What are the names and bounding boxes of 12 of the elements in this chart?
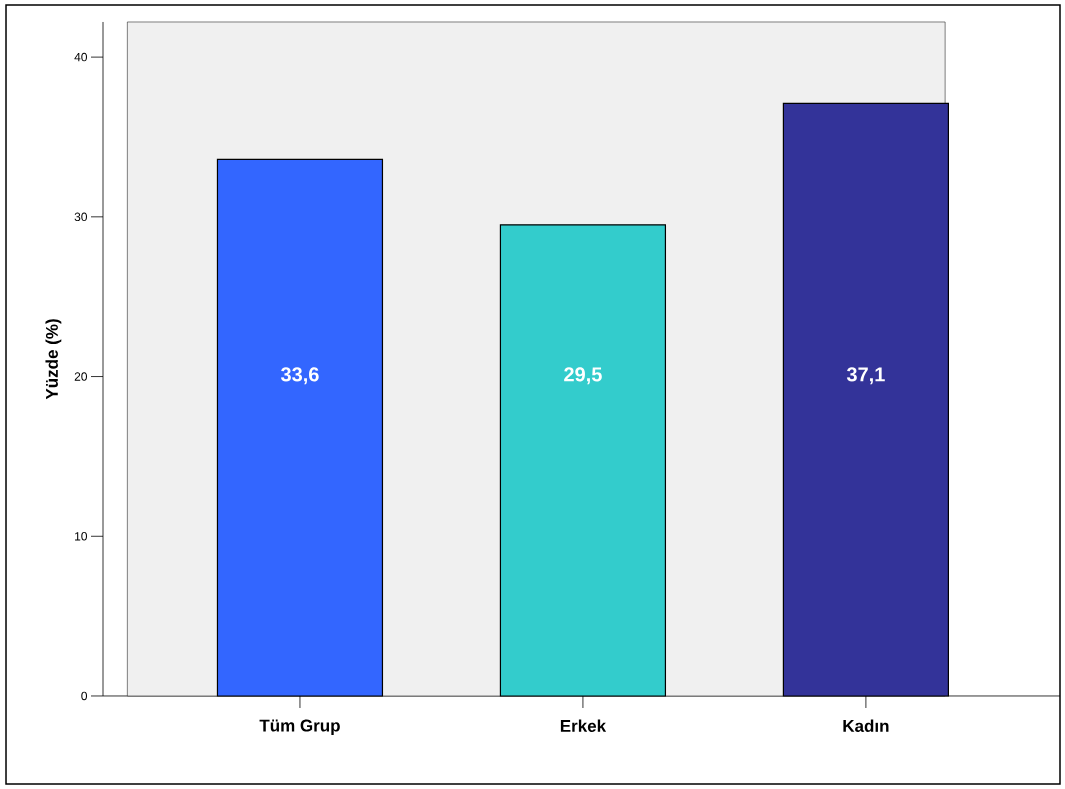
- data-label: 37,1: [846, 367, 885, 385]
- y-tick-label: 30: [74, 212, 88, 222]
- y-tick-label: 0: [81, 691, 88, 701]
- y-tick-label: 40: [74, 52, 88, 62]
- data-label: 33,6: [280, 367, 319, 385]
- y-tick-label: 20: [74, 372, 88, 381]
- x-tick-label: Kadın: [843, 719, 889, 732]
- x-tick-label: Tüm Grup: [259, 719, 340, 735]
- data-label: 29,5: [564, 367, 602, 385]
- x-tick-label: Erkek: [560, 719, 607, 732]
- y-axis-title: Yüzde (%): [45, 319, 62, 400]
- y-tick-label: 10: [75, 532, 88, 541]
